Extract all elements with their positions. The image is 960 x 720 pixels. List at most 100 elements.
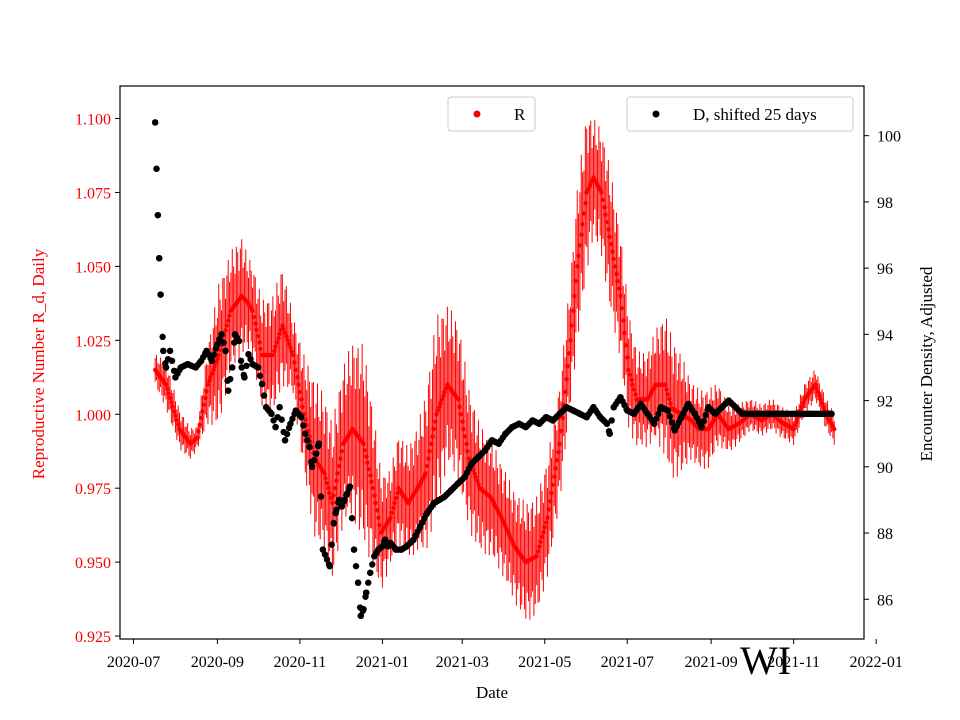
- y-left-tick-label: 1.025: [75, 333, 111, 350]
- y-right-tick-label: 94: [877, 327, 893, 344]
- x-tick-label: 2021-09: [684, 654, 737, 671]
- d-point: [357, 612, 364, 620]
- y-right-axis-title: Encounter Density, Adjusted: [917, 266, 936, 461]
- d-point: [315, 440, 323, 447]
- x-tick-label: 2021-05: [518, 654, 571, 671]
- d-point: [651, 420, 658, 427]
- d-point: [365, 579, 372, 586]
- d-point: [160, 347, 167, 355]
- y-left-tick-label: 0.925: [75, 629, 111, 646]
- d-point: [260, 392, 268, 399]
- y-left-tick-label: 0.950: [75, 555, 111, 572]
- r-series-layer: [152, 119, 837, 620]
- d-point: [235, 337, 243, 345]
- plot-frame: [119, 85, 865, 640]
- legend-d: D, shifted 25 days: [626, 96, 854, 132]
- x-axis-title: Date: [476, 683, 508, 702]
- d-point: [289, 415, 296, 422]
- d-point: [229, 364, 236, 371]
- d-point: [698, 423, 705, 431]
- d-point: [245, 351, 252, 358]
- legend-r-label: R: [514, 105, 526, 124]
- d-point: [159, 333, 166, 341]
- x-tick-label: 2021-01: [356, 654, 409, 671]
- d-point: [218, 331, 225, 338]
- d-point: [214, 341, 221, 348]
- y-right-tick-label: 96: [877, 261, 893, 278]
- y-right-tick-label: 98: [877, 195, 893, 212]
- x-tick-label: 2021-11: [767, 654, 820, 671]
- d-point: [300, 422, 307, 429]
- d-point: [210, 351, 218, 358]
- d-series-layer: [151, 119, 835, 620]
- d-point: [241, 374, 248, 381]
- y-right-tick-label: 92: [877, 394, 893, 411]
- d-point: [166, 347, 174, 355]
- d-point: [367, 569, 374, 576]
- d-point: [247, 355, 254, 363]
- d-point: [208, 357, 216, 365]
- y-left-tick-label: 1.000: [75, 407, 111, 424]
- y-right-tick-label: 90: [877, 460, 893, 477]
- d-point: [348, 514, 356, 522]
- y-right-tick-label: 100: [877, 129, 901, 146]
- d-point: [287, 420, 294, 427]
- d-point: [608, 417, 615, 424]
- legend-d-box: [626, 96, 854, 132]
- d-point: [306, 443, 313, 451]
- d-point: [312, 450, 320, 457]
- d-point: [333, 506, 340, 514]
- d-point: [283, 430, 291, 438]
- d-point: [381, 536, 389, 543]
- y-right-tick-label: 86: [877, 592, 893, 609]
- d-point: [341, 496, 348, 504]
- d-point: [298, 413, 305, 421]
- d-point: [168, 357, 176, 365]
- d-point: [278, 416, 285, 423]
- x-tick-label: 2020-11: [274, 654, 327, 671]
- d-point: [323, 556, 331, 563]
- d-point: [666, 413, 674, 420]
- d-point: [369, 561, 376, 568]
- y-left-axis-title: Reproductive Number R_d, Daily: [29, 248, 48, 479]
- d-point: [668, 419, 676, 426]
- d-point: [330, 519, 337, 527]
- y-left-tick-label: 0.975: [75, 481, 111, 498]
- d-point: [268, 410, 275, 418]
- legend-r: R: [447, 96, 536, 132]
- d-point: [153, 165, 160, 172]
- x-tick-label: 2021-07: [601, 654, 654, 671]
- d-point: [256, 372, 264, 379]
- d-point: [655, 410, 662, 418]
- d-point: [157, 291, 164, 298]
- legend-d-marker: [652, 110, 660, 118]
- d-point: [362, 589, 370, 596]
- state-label: WI: [740, 638, 791, 683]
- d-point: [346, 483, 354, 490]
- d-point: [338, 503, 346, 510]
- legend-r-marker: [473, 110, 481, 118]
- d-point: [254, 364, 262, 371]
- legend-r-box: [447, 96, 536, 132]
- d-point: [308, 463, 316, 471]
- d-point: [302, 430, 309, 437]
- ticks-layer: 2020-07 2020-09 2020-11 2021-01 2021-03 2021-…: [75, 112, 903, 671]
- d-point: [354, 579, 362, 586]
- d-point: [156, 254, 163, 262]
- d-point: [664, 407, 672, 414]
- y-right-tick-label: 88: [877, 526, 893, 543]
- d-point: [243, 362, 250, 370]
- d-point: [310, 456, 318, 464]
- r-point: [832, 426, 837, 432]
- d-point: [700, 417, 707, 425]
- x-tick-label: 2020-09: [191, 654, 244, 671]
- d-point: [702, 411, 709, 419]
- x-tick-label: 2022-01: [850, 654, 903, 671]
- y-left-tick-label: 1.075: [75, 185, 111, 202]
- d-point: [258, 380, 266, 388]
- d-point: [360, 605, 367, 613]
- d-point: [225, 387, 232, 394]
- d-point: [237, 357, 245, 365]
- d-point: [319, 546, 327, 553]
